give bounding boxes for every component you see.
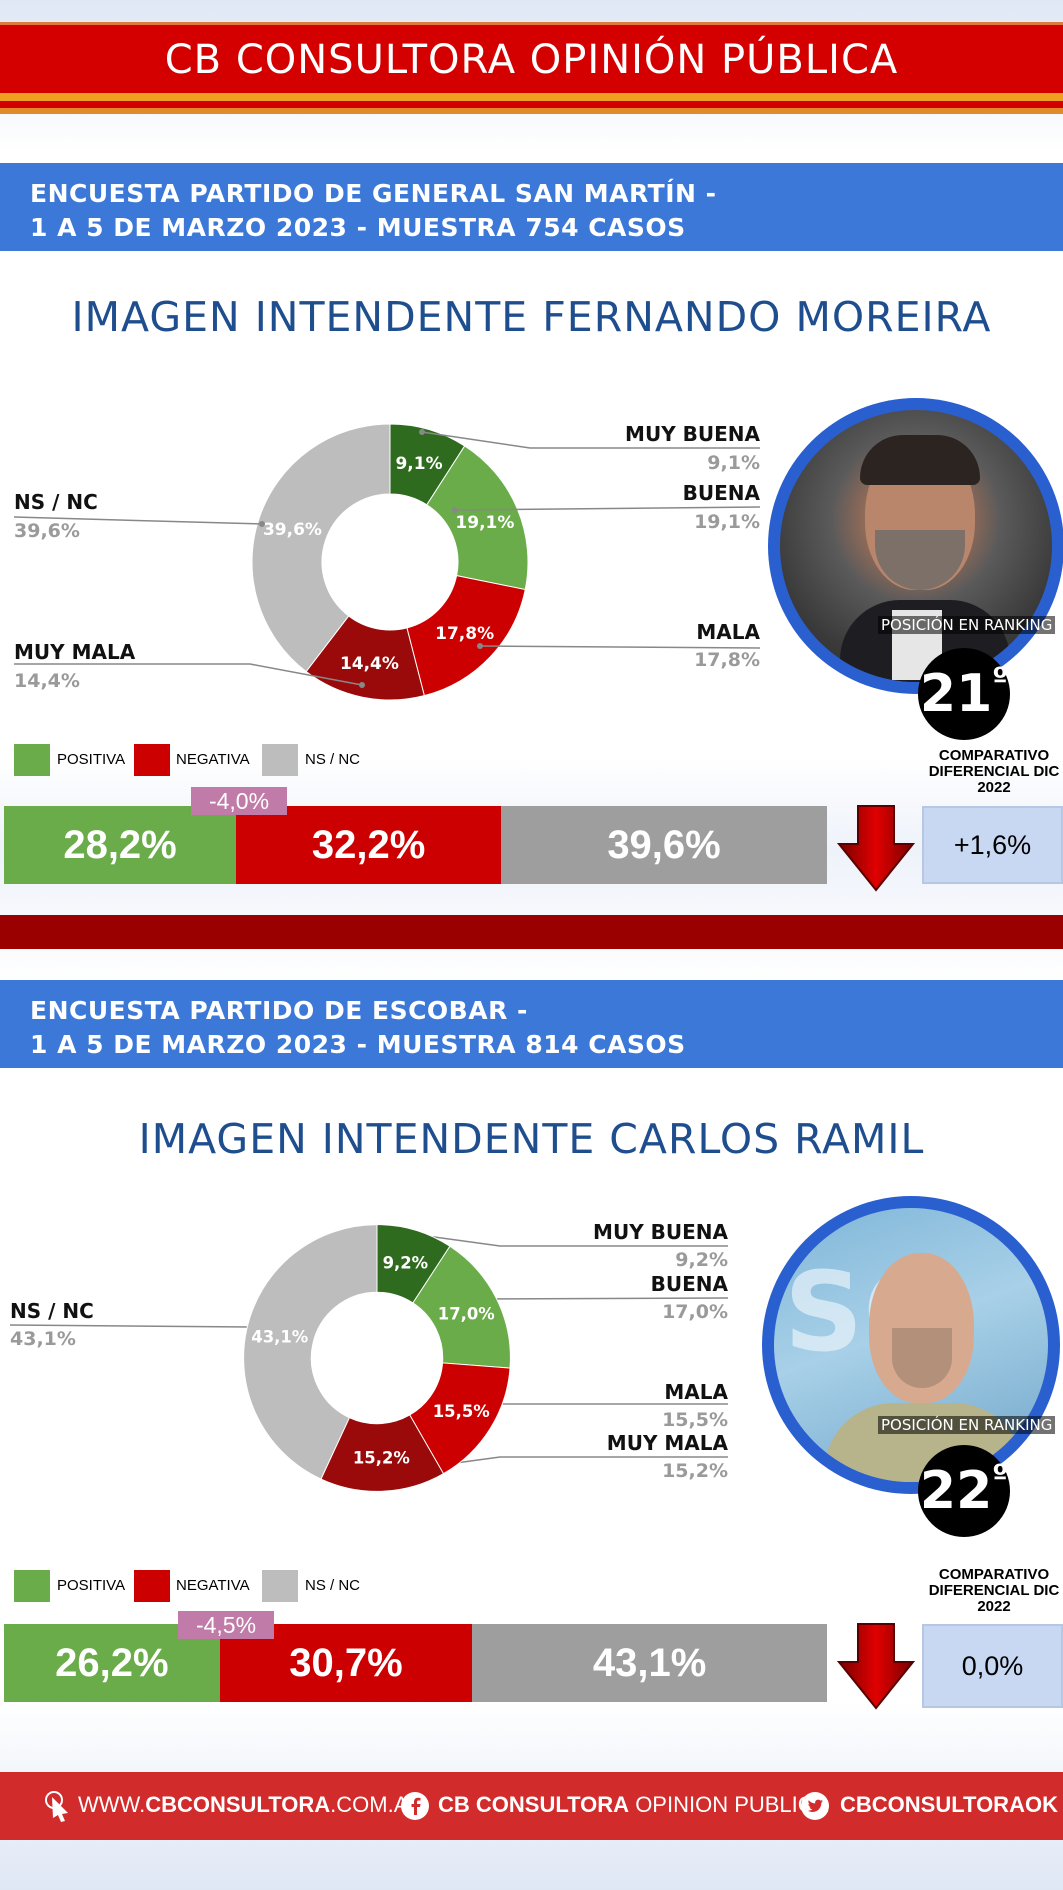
banner-stripe [0, 93, 1063, 101]
brand-title: CB CONSULTORA OPINIÓN PÚBLICA [164, 37, 899, 83]
difference-tag-2: -4,5% [178, 1611, 274, 1639]
donut-label-ns-nc-2: 43,1% [251, 1327, 308, 1346]
donut-chart-1: 9,1% 19,1% 17,8% 14,4% 39,6% [251, 423, 529, 701]
survey-header-line1: ENCUESTA PARTIDO DE ESCOBAR - [30, 996, 528, 1025]
section-title-1: IMAGEN INTENDENTE FERNANDO MOREIRA [71, 293, 992, 341]
donut-label-ns-nc-1: 39,6% [263, 520, 322, 540]
donut-slice-ns-nc-2 [243, 1224, 378, 1480]
ranking-number-2: 22 [919, 1461, 993, 1521]
footer-facebook-link[interactable]: CB CONSULTORA OPINION PUBLICA [438, 1792, 828, 1818]
callout-muy-mala-1: MUY MALA [14, 640, 136, 664]
bar-nsnc-1: 39,6% [501, 806, 827, 884]
facebook-icon [401, 1792, 429, 1820]
footer-website-link[interactable]: WWW.CBCONSULTORA.COM.AR [78, 1792, 424, 1818]
donut-label-buena-2: 17,0% [438, 1305, 495, 1324]
callout-mala-2: MALA [664, 1380, 728, 1404]
donut-chart-2: 9,2% 17,0% 15,5% 15,2% 43,1% [243, 1224, 511, 1492]
donut-label-muy-mala-1: 14,4% [340, 654, 399, 674]
ranking-badge-2: 22º [918, 1445, 1010, 1537]
callout-mala-2-value: 15,5% [662, 1409, 728, 1431]
brand-banner: CB CONSULTORA OPINIÓN PÚBLICA [0, 22, 1063, 114]
donut-label-muy-buena-1: 9,1% [395, 454, 442, 474]
comparativo-value-2: 0,0% [922, 1624, 1063, 1708]
ranking-suffix-1: º [992, 661, 1009, 694]
footer-twitter-link[interactable]: CBCONSULTORAOK [840, 1792, 1058, 1818]
callout-nsnc-1: NS / NC [14, 490, 98, 514]
callout-muy-mala-2-value: 15,2% [662, 1460, 728, 1482]
legend-swatch-negativa-1 [134, 744, 170, 776]
portrait-image-2: SC [774, 1208, 1048, 1482]
callout-buena-1-value: 19,1% [694, 511, 760, 533]
ranking-suffix-2: º [992, 1458, 1009, 1491]
stacked-bar-1: 28,2% 32,2% 39,6% [4, 806, 827, 884]
donut-slice-buena-1 [426, 445, 529, 591]
callout-line-nsnc-2 [9, 1324, 251, 1328]
callout-muy-mala-1-value: 14,4% [14, 670, 80, 692]
section-divider [0, 915, 1063, 949]
callout-muy-buena-1: MUY BUENA [625, 422, 760, 446]
mayor-photo-1: POSICIÓN EN RANKING [768, 398, 1063, 694]
ranking-label-1: POSICIÓN EN RANKING [878, 616, 1056, 634]
callout-muy-buena-2-value: 9,2% [675, 1249, 728, 1271]
ranking-badge-1: 21º [918, 648, 1010, 740]
footer-fb-rest: OPINION PUBLICA [629, 1792, 829, 1817]
callout-muy-buena-2: MUY BUENA [593, 1220, 728, 1244]
callout-mala-1: MALA [696, 620, 760, 644]
donut-label-muy-mala-2: 15,2% [353, 1448, 410, 1467]
survey-header-1: ENCUESTA PARTIDO DE GENERAL SAN MARTÍN -… [0, 163, 1063, 251]
donut-label-mala-2: 15,5% [433, 1402, 490, 1421]
comparativo-value-1: +1,6% [922, 806, 1063, 884]
ranking-label-2: POSICIÓN EN RANKING [878, 1416, 1056, 1434]
arrow-down-icon [836, 805, 916, 892]
legend-swatch-nsnc-2 [262, 1570, 298, 1602]
twitter-icon [801, 1792, 829, 1820]
footer-web-bold: CBCONSULTORA [145, 1792, 331, 1817]
callout-muy-mala-2: MUY MALA [606, 1431, 728, 1455]
section-title-2: IMAGEN INTENDENTE CARLOS RAMIL [138, 1115, 925, 1163]
ranking-number-1: 21 [919, 664, 993, 724]
callout-buena-2: BUENA [650, 1272, 728, 1296]
legend-swatch-positiva-2 [14, 1570, 50, 1602]
donut-label-muy-buena-2: 9,2% [383, 1253, 429, 1272]
mayor-photo-2: SC POSICIÓN EN RANKING [762, 1196, 1060, 1494]
legend-nsnc-1: NS / NC [305, 751, 361, 768]
survey-header-line2: 1 A 5 DE MARZO 2023 - MUESTRA 814 CASOS [30, 1030, 686, 1059]
footer-fb-bold: CB CONSULTORA [438, 1792, 630, 1817]
callout-buena-2-value: 17,0% [662, 1301, 728, 1323]
survey-header-line2: 1 A 5 DE MARZO 2023 - MUESTRA 754 CASOS [30, 213, 686, 242]
footer-bar: WWW.CBCONSULTORA.COM.AR CB CONSULTORA OP… [0, 1772, 1063, 1840]
callout-mala-1-value: 17,8% [694, 649, 760, 671]
survey-header-line1: ENCUESTA PARTIDO DE GENERAL SAN MARTÍN - [30, 179, 717, 208]
callout-nsnc-1-value: 39,6% [14, 520, 80, 542]
bar-negativa-1: 32,2% [236, 806, 502, 884]
legend-swatch-positiva-1 [14, 744, 50, 776]
legend-negativa-2: NEGATIVA [176, 1577, 250, 1594]
legend-swatch-nsnc-1 [262, 744, 298, 776]
footer-web-prefix: WWW. [78, 1792, 146, 1817]
legend-negativa-1: NEGATIVA [176, 751, 250, 768]
callout-muy-buena-1-value: 9,1% [707, 452, 760, 474]
callout-nsnc-2: NS / NC [10, 1299, 94, 1323]
legend-positiva-2: POSITIVA [57, 1577, 126, 1594]
bar-nsnc-2: 43,1% [472, 1624, 827, 1702]
comparativo-title-1: COMPARATIVO DIFERENCIAL DIC 2022 [928, 747, 1060, 796]
bar-positiva-1: 28,2% [4, 806, 237, 884]
callout-buena-1: BUENA [682, 481, 760, 505]
donut-label-buena-1: 19,1% [455, 513, 514, 533]
legend-nsnc-2: NS / NC [305, 1577, 361, 1594]
callout-nsnc-2-value: 43,1% [10, 1328, 76, 1350]
legend-swatch-negativa-2 [134, 1570, 170, 1602]
legend-positiva-1: POSITIVA [57, 751, 126, 768]
arrow-down-icon [836, 1623, 916, 1710]
donut-slice-ns-nc-1 [251, 423, 391, 673]
portrait-image-1 [780, 410, 1052, 682]
cursor-click-icon [45, 1791, 68, 1822]
difference-tag-1: -4,0% [191, 787, 287, 815]
donut-label-mala-1: 17,8% [435, 624, 494, 644]
comparativo-title-2: COMPARATIVO DIFERENCIAL DIC 2022 [928, 1566, 1060, 1615]
footer-twitter-handle: CBCONSULTORAOK [840, 1792, 1058, 1817]
stacked-bar-2: 26,2% 30,7% 43,1% [4, 1624, 827, 1702]
survey-header-2: ENCUESTA PARTIDO DE ESCOBAR - 1 A 5 DE M… [0, 980, 1063, 1068]
